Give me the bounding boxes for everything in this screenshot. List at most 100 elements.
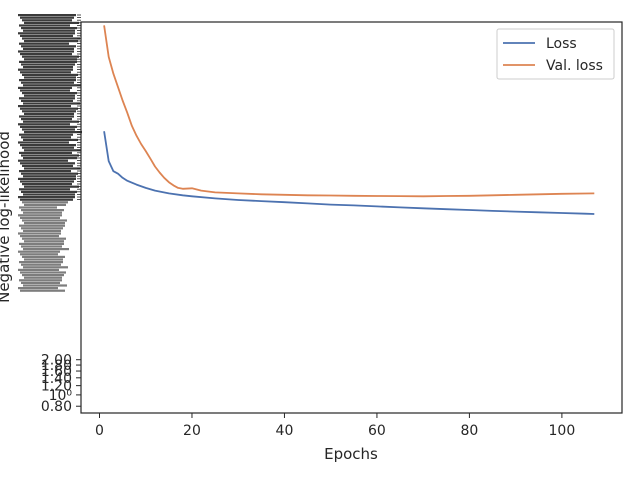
y-tick-label: 1.40 — [41, 371, 72, 387]
y-tick-label-blot — [22, 274, 64, 277]
y-tick-label-blot — [20, 289, 65, 292]
y-tick-label: 1.20 — [41, 379, 72, 395]
y-tick-label-blot — [22, 37, 80, 40]
y-tick-label-blot — [18, 123, 70, 126]
y-tick-label-blot — [24, 240, 64, 243]
y-tick-label-blot — [20, 53, 72, 56]
x-tick-label: 100 — [549, 423, 576, 439]
y-tick-label-blot — [23, 193, 75, 196]
y-tick-label-blot — [20, 71, 71, 74]
y-tick-label-blot — [19, 151, 72, 154]
y-tick-label: 10⁰ — [49, 388, 73, 404]
y-tick-label-blot — [19, 279, 62, 282]
y-tick-label-blot — [21, 63, 75, 66]
y-tick-label-blot — [18, 214, 62, 217]
y-tick-label-blot — [22, 219, 67, 222]
y-tick-label-blot — [24, 131, 82, 134]
y-tick-label-blot — [23, 211, 62, 214]
y-tick-label: 1.60 — [41, 364, 72, 380]
y-tick-label-blot — [18, 287, 58, 290]
y-tick-label-blot — [23, 229, 61, 232]
y-tick-label-blot — [19, 42, 69, 45]
x-tick-label: 20 — [183, 423, 201, 439]
y-tick-label-blot — [24, 149, 81, 152]
y-tick-label-blot — [18, 232, 61, 235]
y-tick-label-blot — [22, 237, 66, 240]
legend-label-val-loss: Val. loss — [546, 58, 603, 74]
y-tick-label-blot — [18, 86, 72, 89]
y-tick-label-blot — [21, 172, 78, 175]
y-tick-label-blot — [20, 125, 77, 128]
y-tick-label-blot — [23, 248, 69, 251]
y-tick-label-blot — [24, 258, 63, 261]
y-tick-label-blot — [19, 79, 76, 82]
y-tick-label-blot — [18, 50, 74, 53]
y-tick-label-blot — [23, 66, 73, 69]
y-tick-label-blot — [20, 144, 76, 147]
x-tick-label: 80 — [460, 423, 478, 439]
y-tick-label-blot — [22, 92, 77, 95]
y-tick-label: 1.80 — [41, 358, 72, 374]
y-tick-label-blot — [21, 136, 71, 139]
y-tick-label-blot — [18, 250, 60, 253]
y-tick-label-blot — [19, 133, 73, 136]
y-tick-label-blot — [20, 89, 70, 92]
y-tick-label-blot — [22, 73, 78, 76]
x-tick-label: 0 — [95, 423, 104, 439]
y-tick-label-blot — [24, 21, 79, 24]
y-tick-label-blot — [20, 16, 74, 19]
y-tick-label-blot — [21, 99, 73, 102]
y-tick-label-blot — [20, 107, 78, 110]
y-tick-label-blot — [18, 196, 75, 199]
y-tick-label-blot — [23, 266, 68, 269]
y-tick-label-blot — [18, 14, 76, 17]
y-tick-label-blot — [22, 146, 74, 149]
y-tick-label-blot — [19, 261, 63, 264]
y-tick-label-blot — [20, 253, 58, 256]
y-tick-label-blot — [23, 47, 74, 50]
y-tick-label-blot — [20, 271, 66, 274]
y-tick-label-blot — [20, 180, 74, 183]
y-tick-label-blot — [19, 24, 70, 27]
y-tick-label-blot — [19, 97, 75, 100]
y-tick-label-blot — [20, 198, 73, 201]
x-tick-label: 40 — [276, 423, 294, 439]
y-tick-label-blot — [21, 245, 62, 248]
y-tick-label-blot — [22, 201, 68, 204]
y-tick-label-blot — [22, 164, 73, 167]
plot-frame — [80, 21, 623, 414]
y-tick-label-blot — [24, 112, 74, 115]
y-tick-label-blot — [21, 45, 76, 48]
y-tick-label-blot — [23, 29, 75, 32]
y-tick-label-blot — [24, 40, 78, 43]
y-tick-label-blot — [20, 162, 75, 165]
y-tick-label-blot — [24, 203, 66, 206]
y-tick-label-blot — [21, 281, 60, 284]
y-tick-label-blot — [24, 76, 76, 79]
series-lines — [103, 25, 595, 215]
y-tick-label-blot — [18, 159, 68, 162]
legend-label-loss: Loss — [546, 36, 577, 52]
x-axis-ticks: 0 20 40 60 80 100 — [95, 413, 575, 439]
legend: Loss Val. loss — [496, 28, 615, 80]
y-tick-label-blot — [23, 138, 78, 141]
series-line-1 — [103, 25, 595, 198]
series-line-0 — [103, 131, 595, 215]
y-tick-label-blot — [24, 94, 75, 97]
y-tick-label-blot — [23, 102, 80, 105]
y-tick-label-blot — [19, 188, 70, 191]
y-tick-label-blot — [22, 128, 75, 131]
y-tick-label-blot — [24, 58, 77, 61]
y-tick-label-blot — [18, 177, 76, 180]
y-tick-label-blot — [21, 154, 79, 157]
x-axis-label: Epochs — [324, 445, 378, 463]
y-tick-label-blot — [21, 118, 72, 121]
legend-frame — [496, 28, 615, 80]
y-tick-label-blot — [20, 34, 73, 37]
y-tick-label-blot — [21, 227, 63, 230]
y-tick-label-blot — [24, 167, 80, 170]
y-tick-label-blot — [18, 32, 75, 35]
